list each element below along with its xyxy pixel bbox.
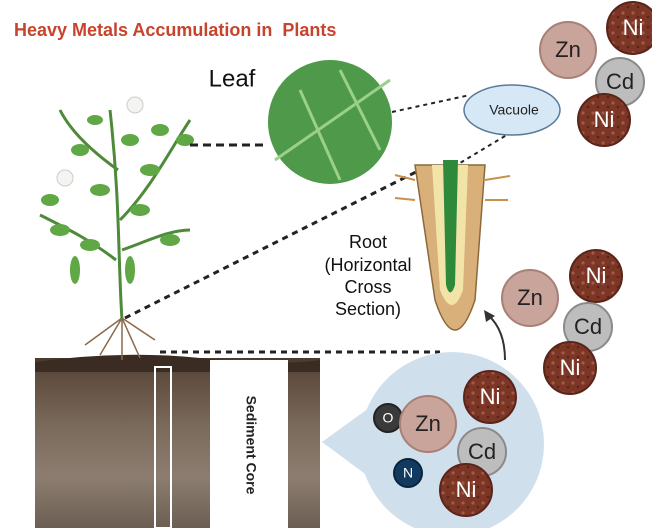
root-label: Cross bbox=[344, 277, 391, 297]
vacuole-label: Vacuole bbox=[489, 102, 539, 118]
connector bbox=[392, 95, 470, 112]
atom-label: Cd bbox=[574, 314, 602, 339]
atom-label: Zn bbox=[517, 285, 543, 310]
stem bbox=[110, 110, 122, 320]
atom-label: Cd bbox=[468, 439, 496, 464]
atom-label: Ni bbox=[456, 477, 477, 502]
leaf-label: Leaf bbox=[209, 65, 256, 92]
title: Heavy Metals Accumulation in Plants bbox=[14, 20, 336, 40]
root-label: Root bbox=[349, 232, 387, 252]
leaf-zoom: Leaf bbox=[190, 60, 392, 184]
diagram: Heavy Metals Accumulation in Plants Sedi… bbox=[0, 0, 652, 528]
root: Root (Horizontal Cross Section) bbox=[125, 160, 510, 360]
root-label: (Horizontal bbox=[324, 255, 411, 275]
plant bbox=[40, 97, 194, 360]
sediment-core-label: Sediment Core bbox=[243, 396, 259, 495]
atom-label: Ni bbox=[623, 15, 644, 40]
atom-label: Ni bbox=[594, 107, 615, 132]
atom-label: Zn bbox=[415, 411, 441, 436]
atom-label: Zn bbox=[555, 37, 581, 62]
atom-label: N bbox=[403, 465, 413, 481]
arrow bbox=[488, 315, 505, 360]
roots bbox=[85, 318, 155, 360]
atom-label: Ni bbox=[560, 355, 581, 380]
root-label: Section) bbox=[335, 299, 401, 319]
atom-label: Ni bbox=[586, 263, 607, 288]
atom-label: Ni bbox=[480, 384, 501, 409]
soil: Sediment Core bbox=[35, 355, 320, 528]
atom-label: O bbox=[383, 410, 394, 426]
atom-label: Cd bbox=[606, 69, 634, 94]
